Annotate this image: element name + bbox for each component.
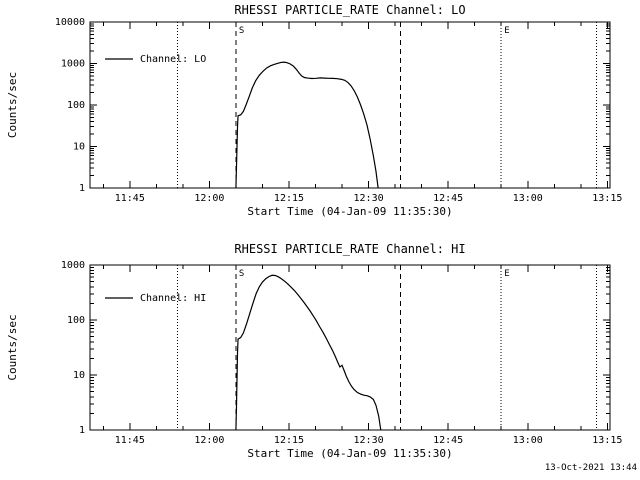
x-tick-label: 13:00: [513, 193, 543, 204]
x-axis-label: Start Time (04-Jan-09 11:35:30): [247, 205, 452, 218]
chart-title: RHESSI PARTICLE_RATE Channel: LO: [234, 3, 465, 17]
y-tick-label: 1: [79, 425, 85, 436]
x-tick-label: 12:30: [354, 435, 384, 446]
legend: Channel: LO: [105, 54, 206, 65]
rhessi-hi-chart: 11:45 12:00 12:15 12:30 12:45 13:00 13:15 1 10 10…: [6, 242, 622, 460]
y-axis-label: Counts/sec: [6, 72, 19, 138]
x-tick-label: 12:45: [433, 435, 463, 446]
axes: [89, 264, 611, 431]
y-tick-label: 100: [67, 315, 85, 326]
legend-label: Channel: LO: [140, 54, 206, 65]
x-tick-label: 12:15: [274, 193, 304, 204]
x-tick-label: 12:45: [433, 193, 463, 204]
plot-frame: [89, 264, 611, 431]
y-tick-label: 1000: [61, 59, 85, 70]
legend: Channel: HI: [105, 293, 206, 304]
plot-frame: [89, 21, 611, 189]
legend-label: Channel: HI: [140, 293, 206, 304]
plot-timestamp: 13-Oct-2021 13:44: [544, 463, 637, 473]
y-tick-label: 1000: [61, 260, 85, 271]
x-tick-label: 11:45: [115, 193, 145, 204]
y-axis-label: Counts/sec: [6, 314, 19, 380]
y-tick-label: 10000: [55, 17, 85, 28]
y-tick-label: 1: [79, 183, 85, 194]
data-line: [235, 61, 379, 189]
data-line: [235, 274, 382, 431]
event-marker-label: E: [504, 269, 509, 279]
rhessi-lo-chart: 11:45 12:00 12:15 12:30 12:45 13:00 13:15 1 10 10…: [6, 3, 622, 218]
x-tick-label: 12:30: [354, 193, 384, 204]
axes: [89, 21, 611, 189]
y-tick-label: 10: [73, 370, 85, 381]
chart-title: RHESSI PARTICLE_RATE Channel: HI: [234, 242, 465, 256]
event-marker-label: S: [239, 269, 244, 279]
x-tick-label: 13:00: [513, 435, 543, 446]
y-tick-label: 100: [67, 100, 85, 111]
x-tick-label: 13:15: [592, 193, 622, 204]
x-tick-label: 12:15: [274, 435, 304, 446]
x-tick-label: 12:00: [194, 435, 224, 446]
event-marker-label: E: [504, 26, 509, 36]
x-tick-label: 12:00: [194, 193, 224, 204]
x-axis-label: Start Time (04-Jan-09 11:35:30): [247, 447, 452, 460]
x-tick-label: 11:45: [115, 435, 145, 446]
x-tick-label: 13:15: [592, 435, 622, 446]
event-marker-label: S: [239, 26, 244, 36]
y-tick-label: 10: [73, 142, 85, 153]
